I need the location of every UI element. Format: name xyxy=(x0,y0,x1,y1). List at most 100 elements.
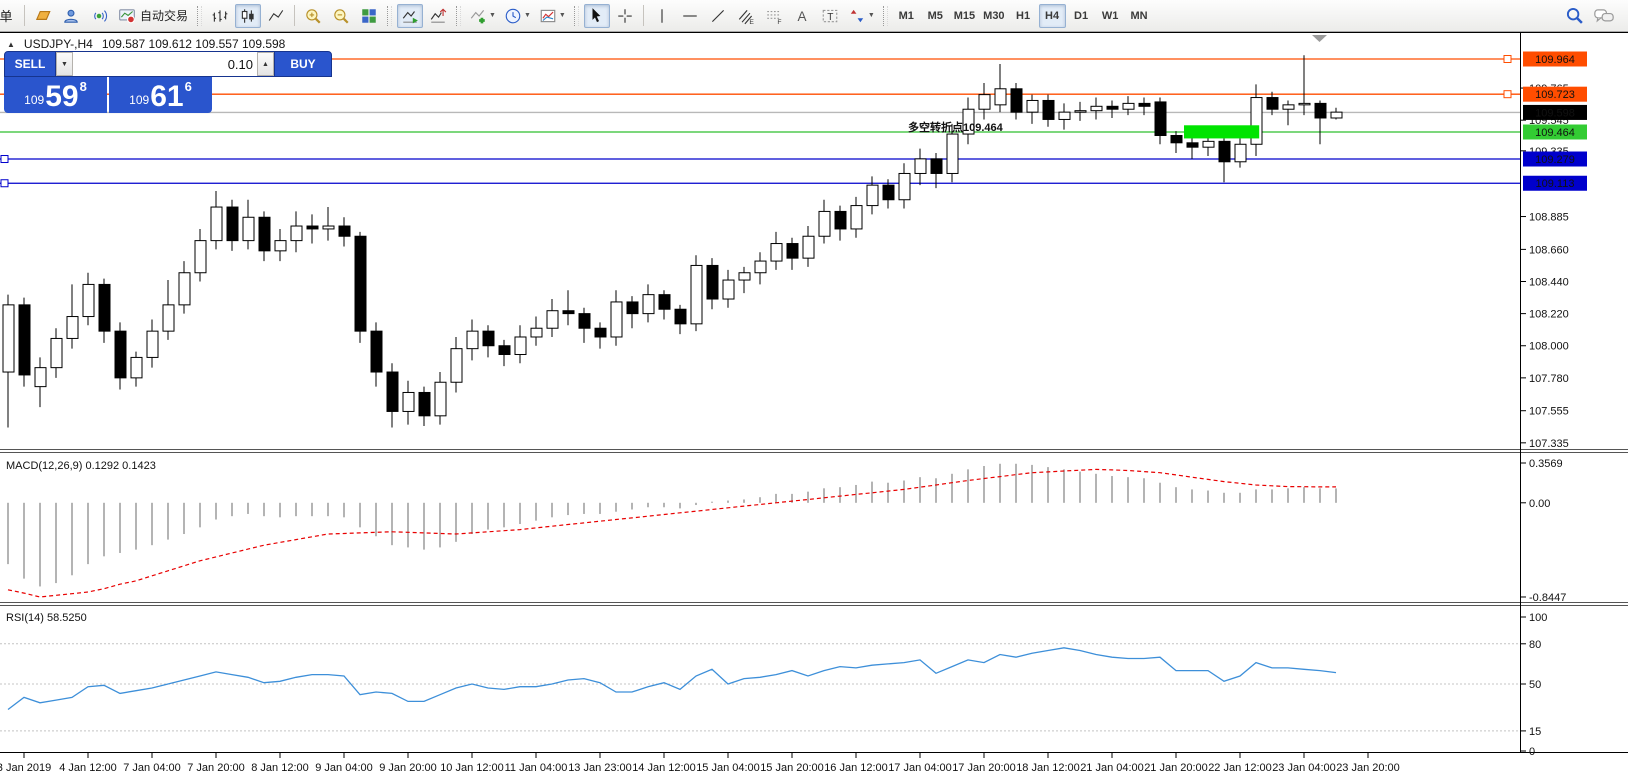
candle xyxy=(514,336,527,356)
new-order-button[interactable]: 单 xyxy=(0,4,19,28)
macd-bar xyxy=(679,502,681,509)
tile-windows-button[interactable] xyxy=(356,4,382,28)
templates-button[interactable]: ▼ xyxy=(536,4,569,28)
price-lines xyxy=(0,55,1520,188)
price-axis[interactable]: 109.765109.545109.335108.885108.660108.4… xyxy=(1521,51,1587,450)
bar-chart-button[interactable] xyxy=(207,4,233,28)
timeframe-button-M15[interactable]: M15 xyxy=(951,4,978,28)
signals-button[interactable] xyxy=(86,4,112,28)
vertical-line-button[interactable] xyxy=(649,4,675,28)
equidistant-channel-button[interactable]: E xyxy=(733,4,759,28)
text-label-button[interactable]: T xyxy=(817,4,843,28)
candle xyxy=(322,225,335,230)
buy-button[interactable]: BUY xyxy=(274,51,332,77)
time-tick-label: 22 Jan 12:00 xyxy=(1208,762,1272,774)
macd-bar xyxy=(999,463,1001,503)
macd-bar xyxy=(1047,467,1049,503)
volume-increase-button[interactable]: ▲ xyxy=(257,52,274,76)
line-handle[interactable] xyxy=(0,155,9,164)
candlestick-chart-button[interactable] xyxy=(235,3,261,28)
price-tick-label: 108.220 xyxy=(1529,309,1569,321)
indicator-axes[interactable]: 0.3569 0.00 -0.8447 100 80 50 15 0 xyxy=(1521,458,1566,758)
volume-decrease-button[interactable]: ▼ xyxy=(56,52,73,76)
macd-bar xyxy=(631,502,633,510)
fibonacci-button[interactable]: F xyxy=(761,4,787,28)
text-button[interactable]: A xyxy=(789,4,815,28)
sell-price[interactable]: 109 59 8 xyxy=(4,77,107,113)
periods-clock-icon xyxy=(505,8,521,23)
timeframe-button-M5[interactable]: M5 xyxy=(922,4,949,28)
autotrading-button[interactable]: 自动交易 xyxy=(114,4,192,28)
zoom-out-button[interactable] xyxy=(328,4,354,28)
line-handle[interactable] xyxy=(1503,55,1512,63)
price-badge xyxy=(1523,86,1587,102)
time-tick-label: 23 Jan 20:00 xyxy=(1336,762,1400,774)
line-handle[interactable] xyxy=(0,179,9,188)
profiles-button[interactable] xyxy=(58,4,84,28)
annotation-text[interactable]: 多空转折点109.464 xyxy=(908,120,1004,134)
timeframe-button-M1[interactable]: M1 xyxy=(893,4,920,28)
line-chart-button[interactable] xyxy=(263,4,289,28)
candle xyxy=(546,310,559,329)
trendline-button[interactable] xyxy=(705,4,731,28)
price-tick-label: 108.000 xyxy=(1529,341,1569,353)
chat-button[interactable] xyxy=(1590,4,1618,28)
toolbar-grip xyxy=(882,5,888,26)
volume-input[interactable] xyxy=(73,52,257,76)
timeframe-button-MN[interactable]: MN xyxy=(1126,4,1153,28)
timeframe-button-H4[interactable]: H4 xyxy=(1038,3,1066,28)
chart-window[interactable]: 多空转折点109.464 109.765109.545109.335108.885… xyxy=(0,32,1628,777)
bar-chart-icon xyxy=(212,9,228,22)
macd-bar xyxy=(1079,471,1081,503)
buy-price[interactable]: 109 61 6 xyxy=(109,77,212,113)
macd-bar xyxy=(983,466,985,503)
arrows-button[interactable]: ▼ xyxy=(845,4,878,28)
chart-shift-button[interactable] xyxy=(425,4,451,28)
highlight-rectangle[interactable] xyxy=(1184,125,1260,139)
autotrading-icon xyxy=(119,8,135,23)
collapse-arrow-icon[interactable]: ▲ xyxy=(7,39,15,49)
chart-menu-arrow-icon[interactable] xyxy=(1312,35,1327,42)
macd-tick-label: 0.3569 xyxy=(1529,458,1563,470)
cursor-button[interactable] xyxy=(583,3,610,28)
time-tick-label: 17 Jan 04:00 xyxy=(888,762,952,774)
candle xyxy=(786,243,799,259)
time-axis[interactable]: 3 Jan 2019 4 Jan 12:00 7 Jan 04:00 7 Jan 20… xyxy=(0,753,1400,774)
crosshair-button[interactable] xyxy=(612,4,638,28)
indicators-button[interactable]: ▼ xyxy=(466,4,499,28)
search-button[interactable] xyxy=(1562,4,1588,28)
auto-scroll-button[interactable] xyxy=(397,3,423,28)
horizontal-line-button[interactable] xyxy=(677,4,703,28)
candle xyxy=(722,279,735,300)
macd-bar xyxy=(919,477,921,503)
sell-button[interactable]: SELL xyxy=(4,51,56,77)
sell-price-prefix: 109 xyxy=(24,93,45,107)
timeframe-button-H1[interactable]: H1 xyxy=(1010,4,1037,28)
candle xyxy=(1122,102,1135,110)
macd-bar xyxy=(343,502,345,518)
timeframe-button-D1[interactable]: D1 xyxy=(1068,4,1095,28)
chart-canvas[interactable]: 多空转折点109.464 109.765109.545109.335108.885… xyxy=(0,32,1628,777)
signals-icon xyxy=(94,9,108,22)
channel-icon: E xyxy=(738,9,754,25)
timeframe-button-W1[interactable]: W1 xyxy=(1097,4,1124,28)
new-order-label: 单 xyxy=(0,9,13,24)
time-tick-label: 9 Jan 04:00 xyxy=(315,762,373,774)
candle xyxy=(18,304,31,376)
timeframe-button-M30[interactable]: M30 xyxy=(980,4,1007,28)
macd-bar xyxy=(391,502,393,546)
zoom-in-button[interactable] xyxy=(300,4,326,28)
periods-button[interactable]: ▼ xyxy=(501,4,534,28)
time-tick-label: 21 Jan 04:00 xyxy=(1080,762,1144,774)
macd-bar xyxy=(487,502,489,530)
macd-bar xyxy=(1223,492,1225,503)
macd-bar xyxy=(967,469,969,503)
line-handle[interactable] xyxy=(1503,90,1512,99)
macd-bar xyxy=(535,502,537,521)
candle xyxy=(370,330,383,373)
macd-bar xyxy=(439,502,441,548)
svg-text:F: F xyxy=(777,18,781,24)
time-tick-label: 23 Jan 04:00 xyxy=(1272,762,1336,774)
market-catalog-button[interactable] xyxy=(30,4,56,28)
macd-bar xyxy=(1255,489,1257,503)
